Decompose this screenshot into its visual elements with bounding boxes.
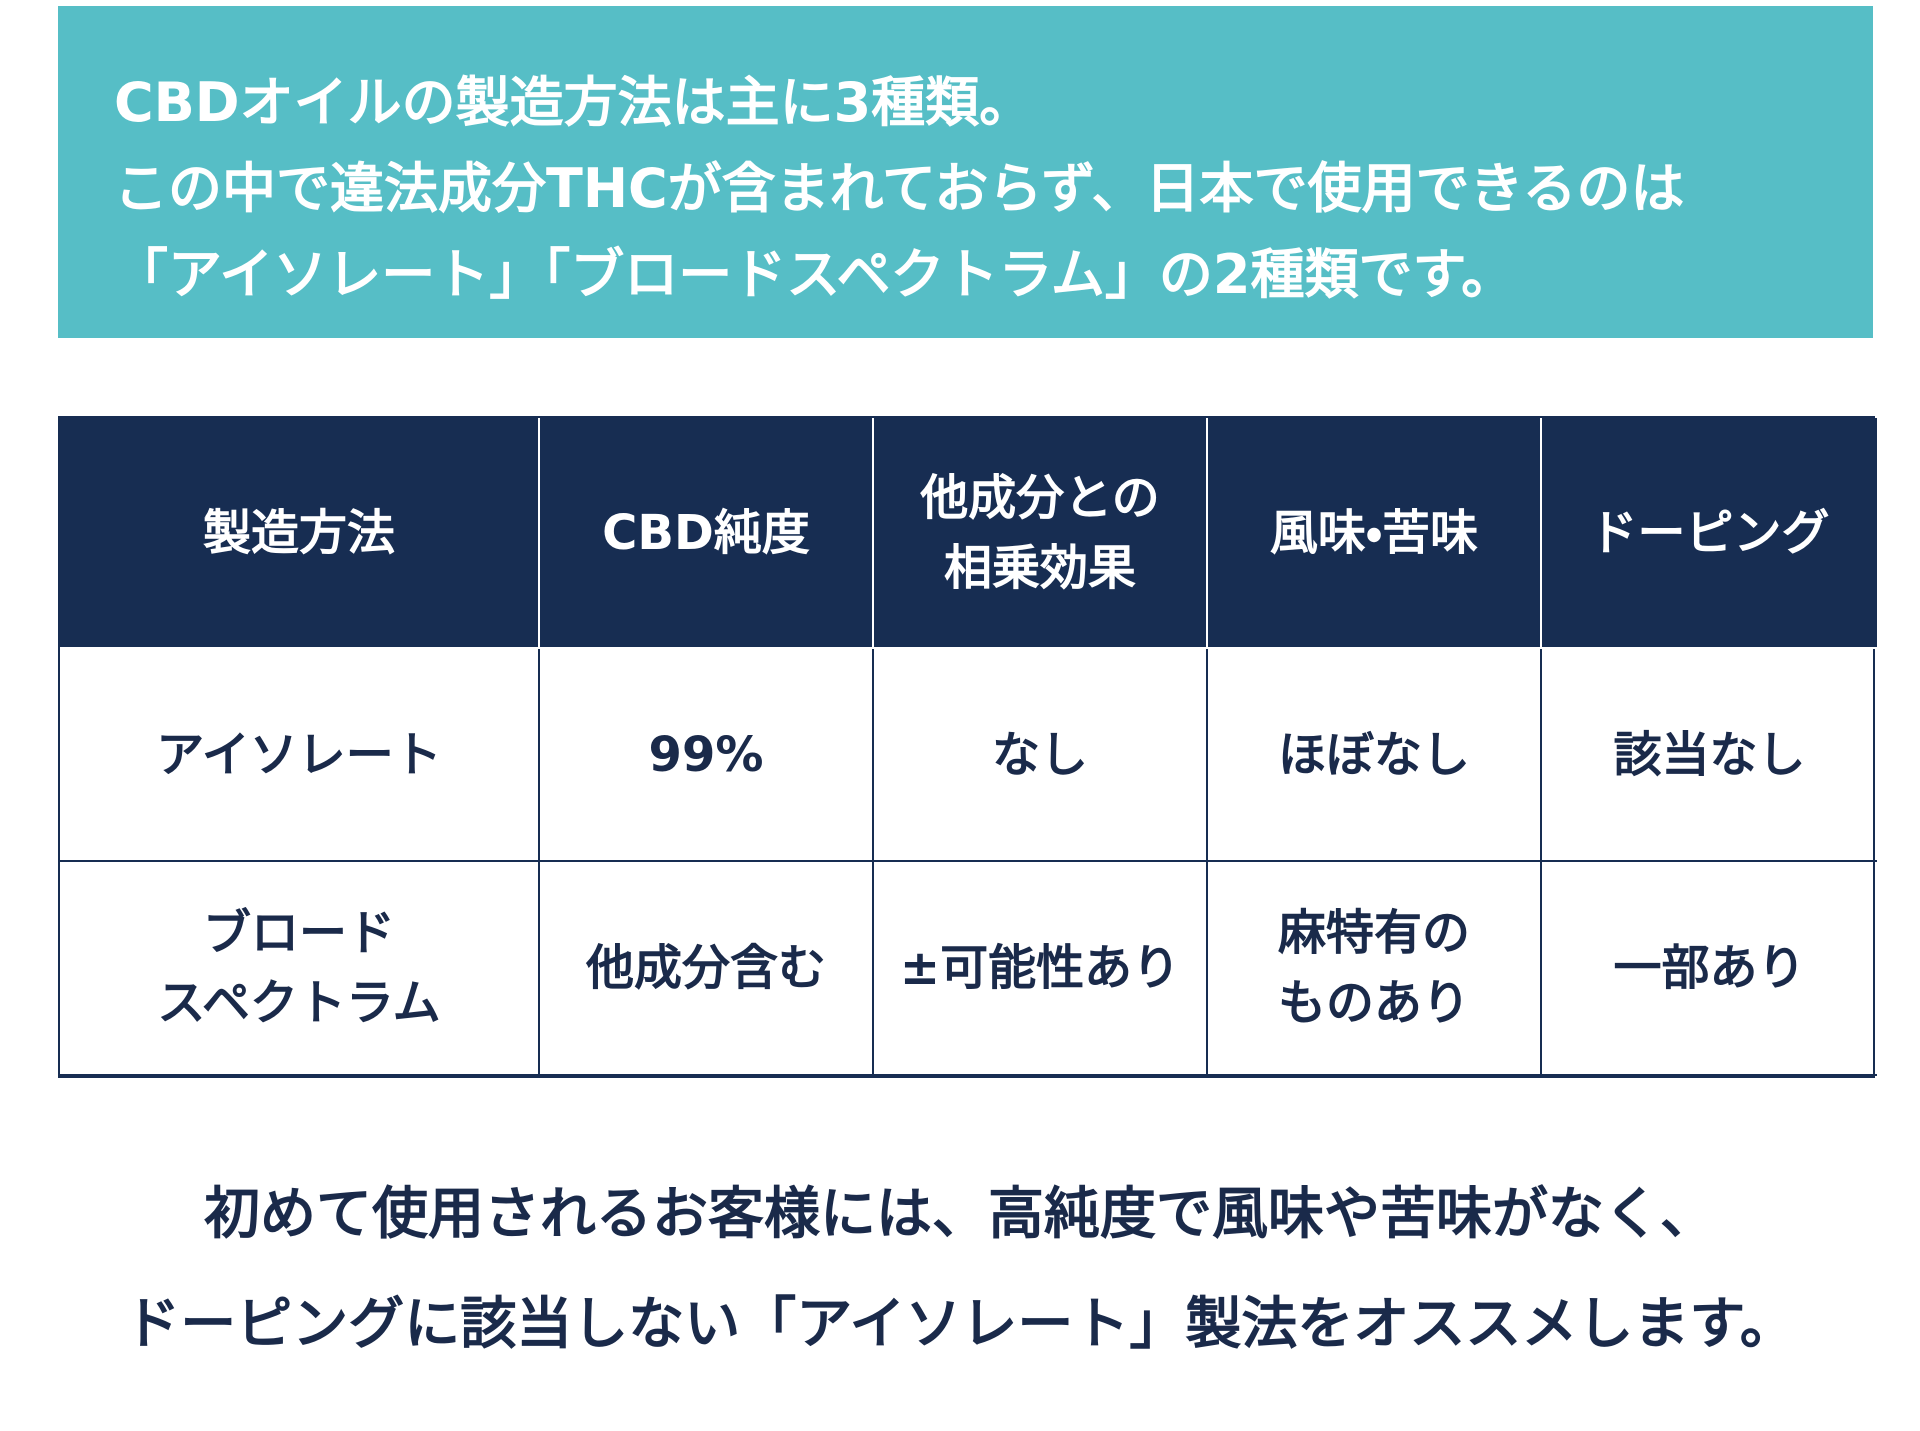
table-cell: 麻特有の ものあり [1208,862,1542,1076]
cell-line: ものあり [1277,975,1470,1031]
table-cell: ほぼなし [1208,649,1542,862]
cell-line: ブロード [202,905,395,961]
table-cell: 他成分含む [540,862,874,1076]
intro-line: この中で違法成分THCが含まれておらず、日本で使用できるのは [114,157,1685,220]
cell-line: 一部あり [1613,940,1806,996]
cell-line: 風味・苦味 [1269,504,1479,561]
cell-line: ±可能性あり [899,940,1181,996]
cell-line: 他成分含む [585,940,826,996]
cell-line: ほぼなし [1277,726,1470,783]
table-cell: 該当なし [1542,649,1877,862]
cell-line: スペクトラム [157,975,441,1031]
cell-line: 麻特有の [1277,905,1470,961]
intro-line: 「アイソレート」「ブロードスペクトラム」の2種類です。 [114,243,1516,306]
table-cell: 99% [540,649,874,862]
header-cell: 風味・苦味 [1208,418,1542,649]
table-cell: ブロードスペクトラム [60,862,540,1076]
cell-line: 相乗効果 [943,539,1136,596]
intro-line: CBDオイルの製造方法は主に3種類。 [114,71,1034,134]
table-cell: ±可能性あり [874,862,1208,1076]
footer-text: 初めて使用されるお客様には、高純度で風味や苦味がなく、 ドーピングに該当しない「… [0,1160,1920,1380]
cell-line: ドーピング [1589,504,1830,561]
cell-line: アイソレート [156,726,442,783]
header-cell: CBD純度 [540,418,874,649]
header-cell: 製造方法 [60,418,540,649]
cell-line: CBD純度 [602,504,810,561]
table-cell: アイソレート [60,649,540,862]
cell-line: なし [991,726,1088,783]
comparison-table: 製造方法 CBD純度 他成分との相乗効果 風味・苦味 ドーピングアイソレート 99% なし ほ… [58,416,1877,1078]
table-cell: 一部あり [1542,862,1877,1076]
header-cell: 他成分との 相乗効果 [874,418,1208,649]
cell-line: 該当なし [1613,726,1806,783]
footer-line: 初めて使用されるお客様には、高純度で風味や苦味がなく、 [204,1182,1716,1247]
header-cell: ドーピング [1542,418,1877,649]
cell-line: 他成分との [920,469,1160,526]
intro-box: CBDオイルの製造方法は主に3種類。 この中で違法成分THCが含まれておらず、日… [58,6,1873,338]
footer-line: ドーピングに該当しない「アイソレート」製法をオススメします。 [124,1292,1796,1357]
table-cell: なし [874,649,1208,862]
cell-line: 99% [648,726,764,783]
cell-line: 製造方法 [202,504,395,561]
